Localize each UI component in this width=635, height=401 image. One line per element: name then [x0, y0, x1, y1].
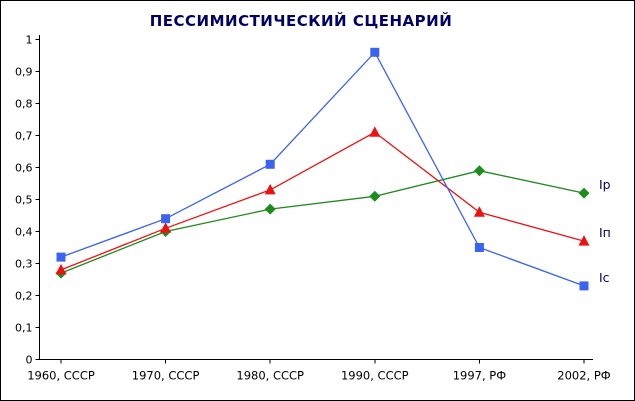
Iп-triangle-marker — [369, 126, 381, 137]
Iп-triangle-marker — [160, 222, 172, 233]
x-tick-label: 1990, СССР — [341, 369, 409, 383]
x-tick-label: 1960, СССР — [27, 369, 95, 383]
x-tick-label: 1997, РФ — [453, 369, 507, 383]
Iр-diamond-marker — [264, 203, 276, 215]
series-label-Iс: Iс — [599, 270, 610, 285]
Iп-triangle-marker — [578, 235, 590, 246]
x-tick-label: 1980, СССР — [236, 369, 304, 383]
Iр-diamond-marker — [369, 190, 381, 202]
Iс-square-marker — [161, 214, 171, 224]
Iп-triangle-marker — [473, 206, 485, 217]
Iс-square-marker — [265, 159, 275, 169]
y-tick-label: 0,8 — [15, 98, 33, 111]
Iп-line — [60, 131, 585, 271]
y-tick-label: 0,9 — [15, 66, 33, 79]
y-tick-label: 0,5 — [15, 194, 33, 207]
y-tick-label: 0,1 — [15, 322, 33, 335]
Iс-square-marker — [474, 243, 484, 252]
y-tick-label: 0,2 — [15, 290, 33, 303]
x-tick-label: 1970, СССР — [132, 369, 200, 383]
series-label-Iп: Iп — [599, 225, 611, 240]
Iп-triangle-marker — [55, 263, 67, 275]
y-tick-label: 0,4 — [15, 226, 33, 239]
y-tick-label: 0,7 — [15, 130, 33, 143]
x-tick-label: 2002, РФ — [557, 369, 611, 383]
chart-title: ПЕССИМИСТИЧЕСКИЙ СЦЕНАРИЙ — [149, 12, 453, 30]
Iс-square-marker — [56, 252, 66, 262]
Iп-triangle-marker — [264, 183, 276, 195]
Iс-square-marker — [579, 281, 589, 291]
y-tick-label: 0,6 — [15, 162, 33, 175]
y-tick-label: 0 — [26, 354, 33, 367]
Iр-diamond-marker — [473, 165, 485, 177]
Iр-line — [60, 170, 585, 274]
y-tick-label: 0,3 — [15, 258, 33, 271]
y-tick-label: 1 — [26, 34, 33, 47]
Iр-diamond-marker — [578, 187, 590, 199]
Iс-square-marker — [370, 47, 380, 57]
series-label-Iр: Iр — [599, 177, 611, 192]
Iс-line — [60, 51, 585, 287]
